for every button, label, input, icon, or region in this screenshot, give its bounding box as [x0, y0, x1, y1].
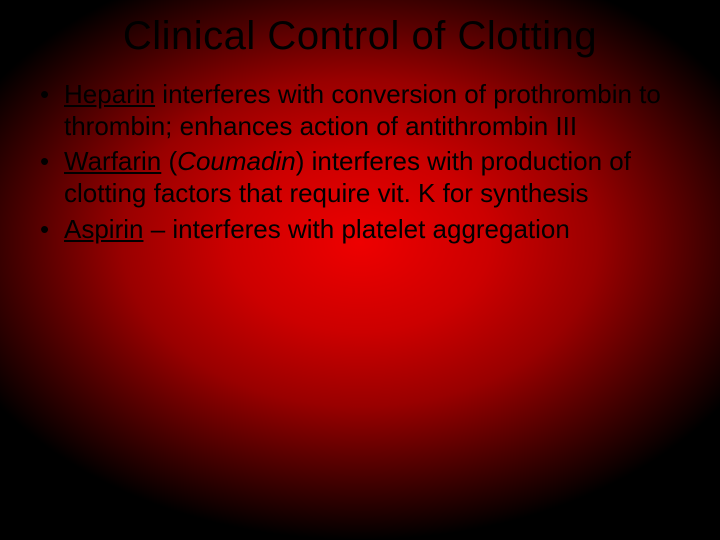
- bullet-item: Aspirin – interferes with platelet aggre…: [36, 214, 690, 246]
- bullet-list: Heparin interferes with conversion of pr…: [36, 79, 690, 246]
- bullet-text: – interferes with platelet aggregation: [143, 214, 569, 244]
- content-area: Heparin interferes with conversion of pr…: [0, 59, 720, 246]
- bullet-item: Heparin interferes with conversion of pr…: [36, 79, 690, 142]
- bullet-lead: Heparin: [64, 79, 155, 109]
- slide-title: Clinical Control of Clotting: [0, 0, 720, 59]
- bullet-lead: Aspirin: [64, 214, 143, 244]
- bullet-paren: Coumadin: [177, 146, 296, 176]
- bullet-text: (: [161, 146, 177, 176]
- corner-mark: N: [696, 8, 706, 24]
- page-number: 68: [670, 497, 690, 518]
- bullet-lead: Warfarin: [64, 146, 161, 176]
- bullet-item: Warfarin (Coumadin) interferes with prod…: [36, 146, 690, 209]
- slide: N Clinical Control of Clotting Heparin i…: [0, 0, 720, 540]
